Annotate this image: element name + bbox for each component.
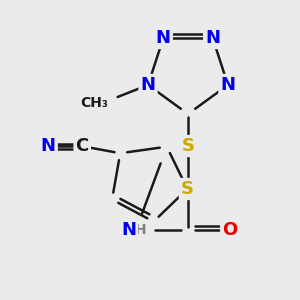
Text: S: S: [182, 137, 194, 155]
Text: N: N: [220, 76, 236, 94]
Text: N: N: [156, 29, 171, 47]
Text: C: C: [76, 137, 89, 155]
Text: CH₃: CH₃: [80, 96, 108, 110]
Text: S: S: [181, 180, 194, 198]
Text: O: O: [222, 221, 238, 239]
Text: N: N: [121, 221, 136, 239]
Text: H: H: [134, 223, 146, 237]
Text: N: N: [41, 137, 56, 155]
Text: N: N: [141, 76, 156, 94]
Text: N: N: [205, 29, 220, 47]
